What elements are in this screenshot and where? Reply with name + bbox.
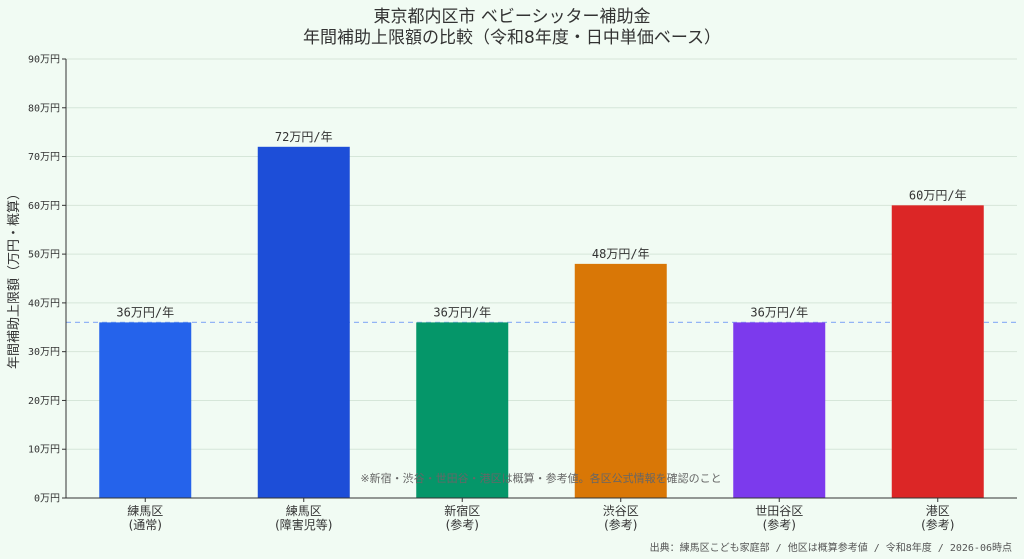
category-label-1-1: (障害児等) (275, 517, 332, 532)
chart-title-line-1: 東京都内区市 ベビーシッター補助金 (373, 7, 650, 27)
y-tick-label: 10万円 (28, 445, 60, 456)
data-label-2: 36万円/年 (433, 305, 491, 319)
category-label-0-0: 練馬区 (127, 504, 163, 518)
bar-5 (891, 205, 984, 499)
bar-1 (257, 146, 350, 499)
y-tick-label: 0万円 (34, 494, 60, 505)
y-axis-label: 年間補助上限額（万円・概算） (7, 187, 22, 369)
y-tick-label: 70万円 (28, 152, 60, 163)
axes (65, 59, 1017, 499)
category-label-3-1: (参考) (604, 517, 637, 532)
source-caption: 出典：練馬区こども家庭部 / 他区は概算参考値 / 令和8年度 / 2026-0… (650, 541, 1012, 554)
category-label-5-0: 港区 (926, 504, 950, 518)
data-label-5: 60万円/年 (909, 188, 967, 202)
category-label-4-0: 世田谷区 (755, 504, 803, 518)
y-tick-label: 30万円 (28, 347, 60, 358)
y-tick-label: 50万円 (28, 250, 60, 261)
data-labels: 36万円/年 72万円/年 36万円/年 48万円/年 36万円/年 60万円/年 (116, 130, 966, 320)
category-label-3-0: 渋谷区 (603, 504, 639, 518)
category-label-2-0: 新宿区 (444, 503, 480, 518)
data-label-3: 48万円/年 (592, 247, 650, 261)
bar-0 (99, 322, 192, 498)
bar-3 (574, 263, 667, 498)
data-label-0: 36万円/年 (116, 305, 174, 319)
y-tick-label: 80万円 (28, 103, 60, 114)
category-label-5-1: (参考) (921, 517, 954, 532)
bar-2 (416, 322, 509, 498)
y-tick-label: 60万円 (28, 201, 60, 212)
y-tick-labels: 0万円 10万円 20万円 30万円 40万円 50万円 60万円 70万円 80万円 90万円 (28, 55, 66, 505)
y-tick-label: 90万円 (28, 55, 60, 66)
category-label-4-1: (参考) (763, 517, 796, 532)
category-label-1-0: 練馬区 (286, 504, 322, 518)
bar-4 (733, 322, 826, 498)
category-label-2-1: (参考) (446, 517, 479, 532)
y-tick-label: 20万円 (28, 396, 60, 407)
data-label-4: 36万円/年 (750, 305, 808, 319)
category-label-0-1: (通常) (129, 518, 162, 532)
x-category-labels: 練馬区(通常)練馬区(障害児等)新宿区(参考)渋谷区(参考)世田谷区(参考)港区… (127, 498, 954, 532)
data-label-1: 72万円/年 (275, 130, 333, 144)
chart-note: ※新宿・渋谷・世田谷・港区は概算・参考値。各区公式情報を確認のこと (360, 471, 721, 485)
grid-lines (66, 58, 1017, 450)
y-tick-label: 40万円 (28, 298, 60, 309)
bars (99, 146, 984, 499)
chart-title-line-2: 年間補助上限額の比較（令和8年度・日中単価ベース） (303, 28, 721, 48)
